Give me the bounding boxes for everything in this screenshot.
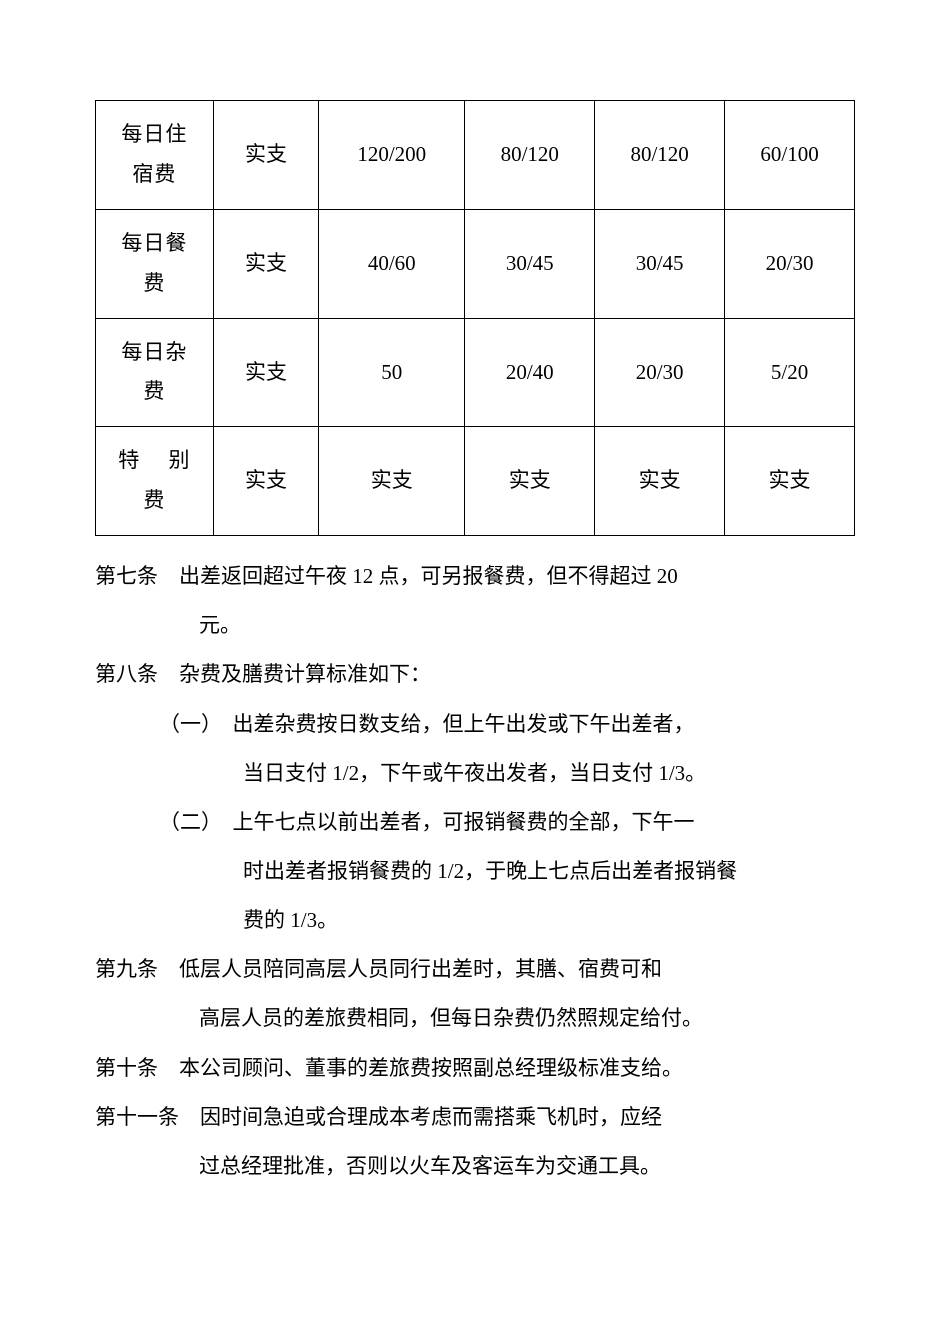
table-row: 每日杂费 实支 50 20/40 20/30 5/20 [96,318,855,427]
article-label: 第七条 [95,564,158,588]
table-row: 每日住宿费 实支 120/200 80/120 80/120 60/100 [96,101,855,210]
cell: 实支 [725,427,855,536]
cell: 20/30 [725,209,855,318]
article-text: 杂费及膳费计算标准如下： [179,662,431,686]
article-7-cont: 元。 [95,603,855,648]
cell: 实支 [213,209,319,318]
article-8-sub1: （一） 出差杂费按日数支给，但上午出发或下午出差者， [95,702,855,747]
cell: 30/45 [595,209,725,318]
article-label: 第十条 [95,1056,158,1080]
article-8-sub2-cont1: 时出差者报销餐费的 1/2，于晚上七点后出差者报销餐 [95,849,855,894]
article-8-sub2-cont2: 费的 1/3。 [95,898,855,943]
article-11-cont: 过总经理批准，否则以火车及客运车为交通工具。 [95,1144,855,1189]
cell: 20/40 [465,318,595,427]
cell: 实支 [595,427,725,536]
article-8: 第八条 杂费及膳费计算标准如下： [95,652,855,697]
cell: 50 [319,318,465,427]
article-text: 因时间急迫或合理成本考虑而需搭乘飞机时，应经 [200,1105,662,1129]
article-label: 第十一条 [95,1105,179,1129]
cell: 实支 [465,427,595,536]
cell: 5/20 [725,318,855,427]
article-text: 出差返回超过午夜 12 点，可另报餐费，但不得超过 20 [179,564,678,588]
row-label: 特 别费 [96,427,214,536]
cell: 20/30 [595,318,725,427]
article-text: 低层人员陪同高层人员同行出差时，其膳、宿费可和 [179,957,662,981]
cell: 120/200 [319,101,465,210]
cell: 40/60 [319,209,465,318]
cell: 80/120 [465,101,595,210]
table-row: 特 别费 实支 实支 实支 实支 实支 [96,427,855,536]
sub-text: 上午七点以前出差者，可报销餐费的全部，下午一 [233,810,695,834]
article-7: 第七条 出差返回超过午夜 12 点，可另报餐费，但不得超过 20 [95,554,855,599]
row-label: 每日住宿费 [96,101,214,210]
cell: 30/45 [465,209,595,318]
row-label: 每日餐费 [96,209,214,318]
row-label: 每日杂费 [96,318,214,427]
cell: 实支 [213,427,319,536]
cell: 60/100 [725,101,855,210]
article-8-sub2: （二） 上午七点以前出差者，可报销餐费的全部，下午一 [95,800,855,845]
article-label: 第八条 [95,662,158,686]
cell: 实支 [213,101,319,210]
cell: 80/120 [595,101,725,210]
article-11: 第十一条 因时间急迫或合理成本考虑而需搭乘飞机时，应经 [95,1095,855,1140]
article-label: 第九条 [95,957,158,981]
article-text: 本公司顾问、董事的差旅费按照副总经理级标准支给。 [179,1056,683,1080]
document-page: 每日住宿费 实支 120/200 80/120 80/120 60/100 每日… [0,0,950,1344]
article-9-cont: 高层人员的差旅费相同，但每日杂费仍然照规定给付。 [95,996,855,1041]
article-9: 第九条 低层人员陪同高层人员同行出差时，其膳、宿费可和 [95,947,855,992]
sub-text: 出差杂费按日数支给，但上午出发或下午出差者， [233,712,695,736]
article-10: 第十条 本公司顾问、董事的差旅费按照副总经理级标准支给。 [95,1046,855,1091]
sub-label: （二） [159,810,212,834]
table-row: 每日餐费 实支 40/60 30/45 30/45 20/30 [96,209,855,318]
cell: 实支 [319,427,465,536]
sub-label: （一） [159,712,212,736]
allowance-table: 每日住宿费 实支 120/200 80/120 80/120 60/100 每日… [95,100,855,536]
article-8-sub1-cont: 当日支付 1/2，下午或午夜出发者，当日支付 1/3。 [95,751,855,796]
cell: 实支 [213,318,319,427]
